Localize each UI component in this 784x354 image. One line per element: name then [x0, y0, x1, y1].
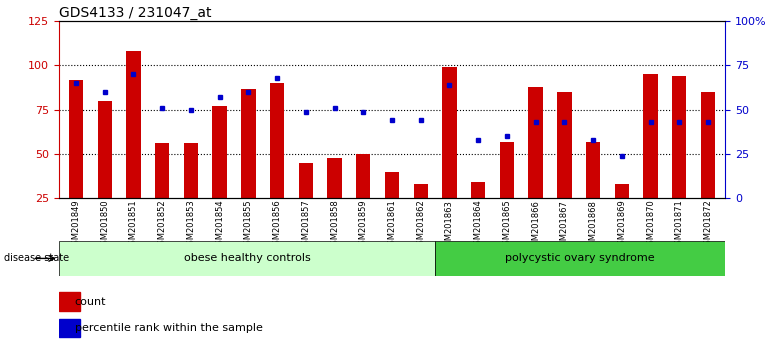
- Bar: [183, 143, 198, 198]
- Bar: [385, 172, 399, 198]
- Bar: [328, 158, 342, 198]
- Bar: [270, 83, 285, 198]
- Bar: [442, 67, 456, 198]
- Text: GDS4133 / 231047_at: GDS4133 / 231047_at: [59, 6, 212, 20]
- Bar: [97, 101, 112, 198]
- Bar: [212, 106, 227, 198]
- Text: percentile rank within the sample: percentile rank within the sample: [74, 323, 263, 333]
- FancyBboxPatch shape: [59, 241, 435, 276]
- Bar: [59, 292, 80, 311]
- Bar: [672, 76, 687, 198]
- Text: obese healthy controls: obese healthy controls: [183, 253, 310, 263]
- Bar: [701, 92, 715, 198]
- Bar: [126, 51, 140, 198]
- Text: disease state: disease state: [4, 253, 69, 263]
- Bar: [499, 142, 514, 198]
- Bar: [299, 163, 313, 198]
- Bar: [557, 92, 572, 198]
- Bar: [413, 184, 428, 198]
- Bar: [69, 80, 83, 198]
- Bar: [356, 154, 371, 198]
- Bar: [59, 319, 80, 337]
- FancyBboxPatch shape: [435, 241, 725, 276]
- Bar: [528, 87, 543, 198]
- Bar: [644, 74, 658, 198]
- Bar: [615, 184, 629, 198]
- Bar: [241, 88, 256, 198]
- Bar: [586, 142, 601, 198]
- Bar: [471, 182, 485, 198]
- Text: count: count: [74, 297, 107, 307]
- Text: polycystic ovary syndrome: polycystic ovary syndrome: [506, 253, 655, 263]
- Bar: [155, 143, 169, 198]
